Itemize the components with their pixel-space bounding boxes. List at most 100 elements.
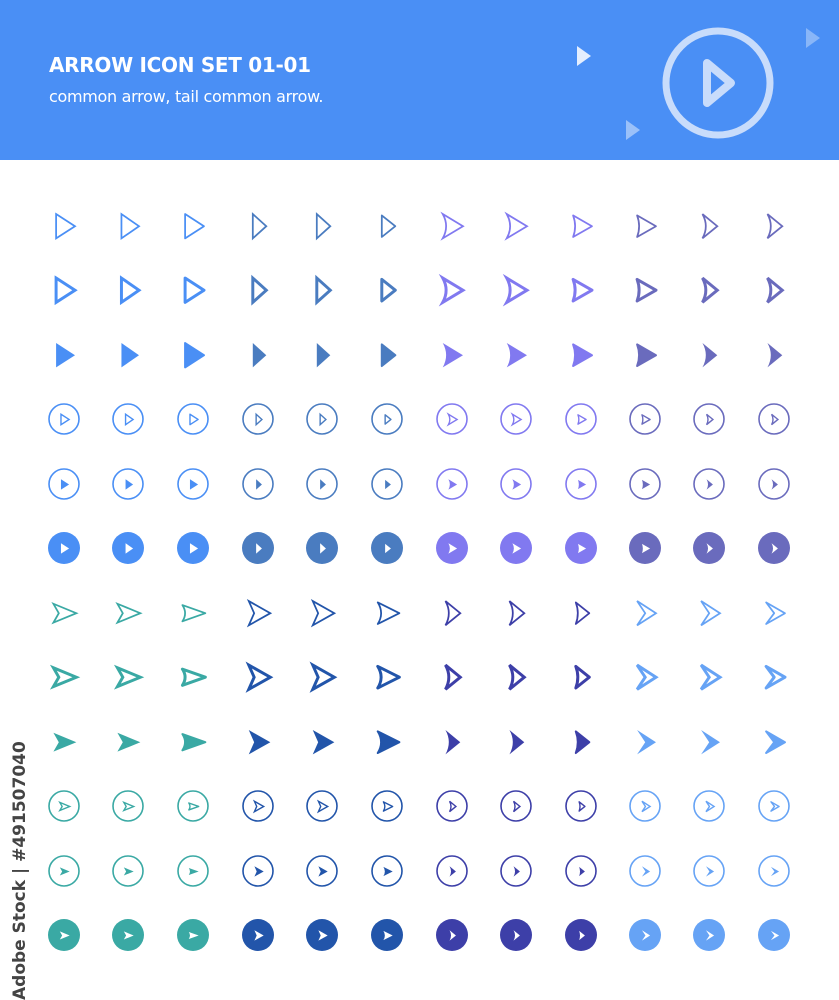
arrow-icon-circle-filled-arrow (436, 855, 468, 887)
arrow-icon-outline-bold (49, 664, 81, 690)
arrow-icon-outline-bold (764, 664, 787, 690)
arrow-icon-solid-circle (371, 532, 403, 564)
arrow-icon-circle-filled-arrow (565, 468, 597, 500)
arrow-icon-outline-bold (635, 277, 658, 303)
arrow-icon-filled (181, 733, 207, 752)
arrow-icon-outline-bold (113, 664, 145, 690)
arrow-icon-solid-circle (306, 919, 338, 951)
arrow-icon-circle-outline-arrow (758, 790, 790, 822)
arrow-icon-circle-outline-arrow (177, 403, 209, 435)
arrow-icon-solid-circle (48, 919, 80, 951)
arrow-icon-outline-thin (184, 213, 205, 240)
arrow-icon-outline-bold (444, 663, 463, 691)
arrow-icon-circle-filled-arrow (306, 468, 338, 500)
arrow-icon-circle-outline-arrow (112, 790, 144, 822)
arrow-icon-outline-bold (119, 275, 142, 306)
arrow-icon-circle-filled-arrow (112, 468, 144, 500)
arrow-icon-filled (701, 730, 720, 755)
arrow-icon-solid-circle (758, 919, 790, 951)
arrow-icon-circle-filled-arrow (500, 855, 532, 887)
arrow-icon-outline-bold (309, 661, 338, 693)
arrow-icon-outline-thin (444, 600, 462, 627)
arrow-icon-outline-bold (571, 277, 594, 303)
arrow-icon-outline-thin (380, 214, 397, 238)
arrow-icon-circle-outline-arrow (48, 403, 80, 435)
arrow-icon-outline-thin (701, 213, 719, 240)
arrow-icon-filled (53, 732, 77, 752)
arrow-icon-filled (312, 730, 335, 755)
arrow-icon-circle-filled-arrow (48, 468, 80, 500)
arrow-icon-circle-outline-arrow (177, 790, 209, 822)
arrow-icon-circle-outline-arrow (565, 790, 597, 822)
arrow-icon-circle-filled-arrow (436, 468, 468, 500)
arrow-icon-solid-circle (371, 919, 403, 951)
arrow-icon-outline-bold (251, 274, 269, 306)
arrow-icon-outline-thin (251, 212, 268, 241)
arrow-icon-circle-outline-arrow (629, 790, 661, 822)
arrow-icon-circle-outline-arrow (436, 790, 468, 822)
arrow-icon-outline-thin (440, 211, 465, 241)
arrow-icon-solid-circle (48, 532, 80, 564)
arrow-icon-outline-bold (699, 663, 723, 691)
arrow-icon-outline-bold (766, 276, 785, 304)
arrow-icon-outline-thin (636, 600, 658, 627)
arrow-icon-circle-outline-arrow (693, 403, 725, 435)
arrow-icon-outline-thin (315, 212, 332, 241)
arrow-icon-outline-thin (508, 600, 526, 627)
arrow-icon-circle-outline-arrow (500, 403, 532, 435)
arrow-icon-outline-bold (380, 277, 397, 303)
arrow-icon-circle-filled-arrow (371, 855, 403, 887)
arrow-icon-filled (637, 730, 656, 755)
arrow-icon-solid-circle (242, 532, 274, 564)
arrow-icon-outline-thin (572, 214, 593, 238)
arrow-icon-circle-outline-arrow (371, 403, 403, 435)
arrow-icon-solid-circle (629, 919, 661, 951)
arrow-icon-outline-thin (51, 601, 79, 625)
arrow-icon-filled (767, 343, 783, 368)
arrow-icon-outline-bold (574, 664, 591, 690)
arrow-icon-circle-outline-arrow (500, 790, 532, 822)
arrow-icon-filled (316, 343, 331, 368)
arrow-icon-outline-bold (438, 273, 466, 307)
arrow-icon-filled (506, 343, 527, 368)
arrow-icon-outline-bold (701, 276, 720, 304)
arrow-icon-filled (117, 732, 141, 752)
arrow-icon-outline-bold (635, 663, 659, 691)
arrow-icon-outline-thin (766, 213, 784, 240)
arrow-icon-circle-outline-arrow (242, 790, 274, 822)
arrow-icon-solid-circle (565, 919, 597, 951)
arrow-icon-filled (445, 730, 461, 755)
arrow-icon-outline-bold (245, 661, 274, 693)
arrow-icon-solid-circle (112, 919, 144, 951)
arrow-icon-filled (702, 343, 718, 368)
arrow-icon-circle-filled-arrow (629, 468, 661, 500)
arrow-icon-filled (636, 343, 658, 368)
arrow-icon-solid-circle (112, 532, 144, 564)
arrow-icon-solid-circle (500, 532, 532, 564)
arrow-icon-circle-outline-arrow (758, 403, 790, 435)
arrow-icon-outline-thin (574, 601, 591, 625)
arrow-icon-circle-outline-arrow (436, 403, 468, 435)
arrow-icon-circle-filled-arrow (306, 855, 338, 887)
arrow-icon-solid-circle (242, 919, 274, 951)
play-circle-icon (662, 27, 774, 139)
arrow-icon-circle-filled-arrow (48, 855, 80, 887)
arrow-icon-outline-thin (310, 598, 337, 628)
arrow-icon-outline-bold (502, 273, 530, 307)
small-arrow-icon (626, 120, 640, 140)
arrow-icon-filled (121, 343, 139, 368)
arrow-icon-filled (442, 343, 463, 368)
arrow-icon-filled (509, 730, 525, 755)
arrow-icon-circle-filled-arrow (629, 855, 661, 887)
arrow-icon-solid-circle (565, 532, 597, 564)
page-subtitle: common arrow, tail common arrow. (49, 87, 324, 106)
arrow-icon-circle-outline-arrow (242, 403, 274, 435)
arrow-icon-circle-filled-arrow (371, 468, 403, 500)
arrow-icon-outline-thin (181, 604, 207, 623)
arrow-icon-outline-thin (55, 212, 77, 240)
arrow-icon-outline-bold (54, 275, 78, 306)
arrow-icon-solid-circle (436, 532, 468, 564)
header-banner: ARROW ICON SET 01-01 common arrow, tail … (0, 0, 839, 160)
arrow-icon-circle-filled-arrow (758, 468, 790, 500)
